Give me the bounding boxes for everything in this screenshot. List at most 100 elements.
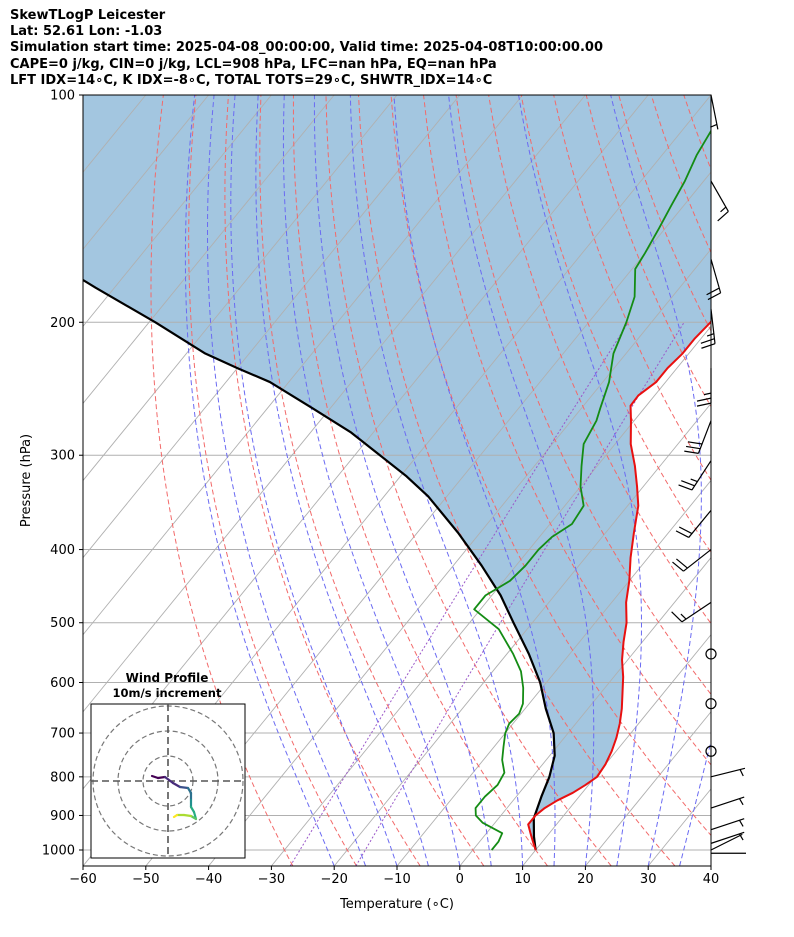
wind-barb-staff (697, 420, 712, 454)
wind-barb (696, 368, 712, 407)
moist-adiabat (230, 95, 398, 866)
isotherm-line (83, 95, 272, 328)
wind-barb (710, 767, 746, 778)
wind-barb-staff (688, 510, 712, 538)
isotherm-line (585, 711, 711, 866)
moist-adiabat (313, 95, 492, 866)
isotherm-line (83, 95, 461, 559)
wind-barb (671, 601, 712, 623)
y-tick-label: 900 (50, 809, 75, 824)
wind-barb-half (739, 769, 744, 777)
wind-barb (710, 833, 743, 851)
isotherm-line (710, 865, 711, 866)
moist-adiabat (393, 95, 556, 866)
wind-barb-staff (710, 180, 729, 212)
y-tick-label: 700 (50, 727, 75, 742)
wind-barb-full (678, 526, 693, 535)
wind-barb-staff (710, 767, 746, 778)
wind-barb-full (707, 292, 721, 301)
dry-adiabat (188, 95, 357, 866)
dry-adiabat (224, 95, 421, 866)
wind-barb-half (703, 392, 712, 396)
calm-wind-circle (705, 648, 717, 660)
isotherm-line (333, 402, 711, 866)
wind-barb-staff (683, 549, 712, 572)
x-tick-label: −30 (258, 872, 285, 887)
moist-adiabat (349, 95, 524, 866)
hodograph-segment (156, 775, 167, 780)
isotherm-line (145, 171, 711, 866)
parcel-line (83, 278, 556, 851)
isotherm-line (83, 95, 398, 482)
calm-wind-circle (705, 698, 717, 710)
wind-barb-full (676, 558, 688, 569)
wind-barb (675, 510, 712, 538)
wind-barb-staff (710, 308, 716, 344)
hodograph-title: Wind Profile (126, 671, 209, 685)
wind-barb (706, 259, 722, 301)
x-tick-label: 0 (456, 872, 464, 887)
wind-barbs (671, 94, 746, 854)
x-tick-label: −60 (69, 872, 96, 887)
wind-barb (710, 796, 745, 809)
isotherm-line (459, 556, 711, 866)
dry-adiabat (292, 95, 548, 866)
calm-wind-circle (705, 745, 717, 757)
x-tick-label: 10 (514, 872, 531, 887)
isotherm-line (83, 95, 586, 713)
wind-barb-full (672, 561, 684, 572)
wind-barb-full (687, 441, 703, 445)
wind-barb-full (706, 287, 720, 296)
hodograph-segment (171, 781, 182, 789)
wind-barb-full (685, 445, 701, 450)
wind-barb-staff (710, 831, 745, 844)
wind-barb-full (671, 611, 683, 623)
wind-barb (684, 420, 712, 454)
wind-barb-half (690, 478, 698, 483)
isotherm-line (522, 633, 711, 866)
index-line: LFT IDX=14∘C, K IDX=-8∘C, TOTAL TOTS=29∘… (10, 72, 493, 88)
mixing-ratio-line (289, 322, 629, 866)
x-tick-label: −40 (195, 872, 222, 887)
y-axis: 1000 900 800 700 600 500 400 300 200 100 (42, 89, 83, 859)
isotherm-line (83, 95, 335, 405)
isotherm-line (83, 95, 84, 96)
wind-barb-full (681, 480, 695, 487)
temperature-line (527, 319, 711, 851)
wind-barb-half (710, 123, 718, 128)
moist-adiabat (255, 95, 429, 866)
moist-adiabat (610, 95, 702, 866)
wind-barb (672, 549, 712, 572)
dry-adiabat (358, 95, 676, 866)
isotherm-line (271, 325, 711, 866)
wind-barb (700, 308, 716, 349)
isotherm-line (83, 95, 523, 636)
wind-barb-full (700, 338, 715, 344)
y-tick-label: 800 (50, 770, 75, 785)
y-tick-label: 1000 (42, 844, 75, 859)
dry-adiabat (423, 95, 711, 766)
dry-adiabat (520, 95, 711, 554)
x-tick-label: −10 (383, 872, 410, 887)
wind-barb (710, 94, 719, 130)
isotherm-line (396, 479, 711, 866)
wind-barb (710, 180, 729, 222)
y-tick-label: 100 (50, 89, 75, 104)
dry-adiabat (488, 95, 711, 625)
wind-barb-half (720, 206, 727, 213)
mixing-ratio-line (355, 322, 685, 866)
wind-barb-half (706, 333, 715, 337)
x-tick-label: 40 (703, 872, 720, 887)
wind-barb-full (675, 530, 690, 538)
wind-barb-half (738, 798, 744, 806)
y-tick-label: 400 (50, 543, 75, 558)
wind-barb (710, 818, 745, 831)
hodograph-plot (91, 704, 245, 858)
x-tick-label: −50 (132, 872, 159, 887)
time-line: Simulation start time: 2025-04-08_00:00:… (10, 40, 603, 56)
x-axis: −60 −50 −40 −30 −20 −10 0 10 20 30 40 (69, 866, 719, 887)
wind-barb-staff (710, 94, 719, 130)
dry-adiabat (390, 95, 711, 837)
hodograph-segment (163, 775, 175, 785)
